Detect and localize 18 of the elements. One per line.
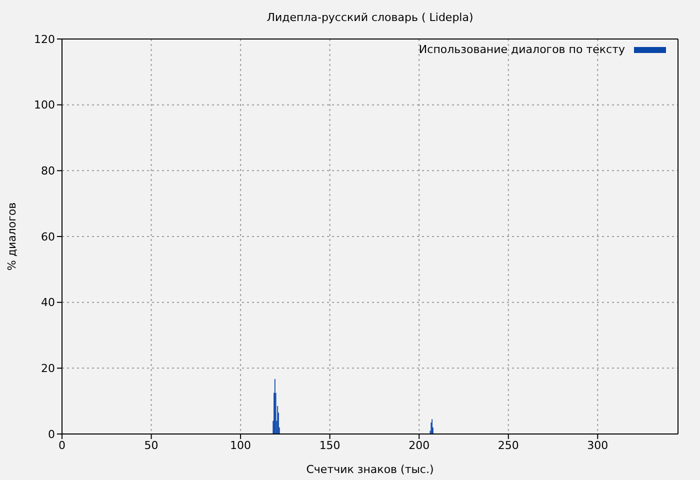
y-axis-title: % диалогов	[6, 202, 18, 271]
x-tick-label: 0	[58, 438, 66, 452]
x-tick-label: 50	[144, 438, 158, 452]
y-tick-label: 40	[41, 296, 55, 310]
y-tick-label: 0	[48, 428, 55, 441]
chart-title: Лидепла-русский словарь ( Lidepla)	[266, 11, 474, 24]
x-tick-label: 150	[319, 438, 340, 452]
y-tick-label: 80	[41, 164, 55, 178]
y-tick-label: 20	[41, 362, 55, 376]
y-tick-label: 100	[34, 98, 55, 112]
x-axis-title: Счетчик знаков (тыс.)	[306, 463, 434, 476]
x-tick-label: 250	[498, 438, 519, 452]
y-tick-label: 120	[34, 32, 55, 46]
x-tick-label: 100	[230, 438, 252, 452]
y-tick-label: 60	[41, 230, 55, 244]
x-tick-label: 200	[408, 438, 430, 452]
x-tick-label: 300	[587, 438, 608, 452]
legend-label: Использование диалогов по тексту	[418, 43, 625, 56]
